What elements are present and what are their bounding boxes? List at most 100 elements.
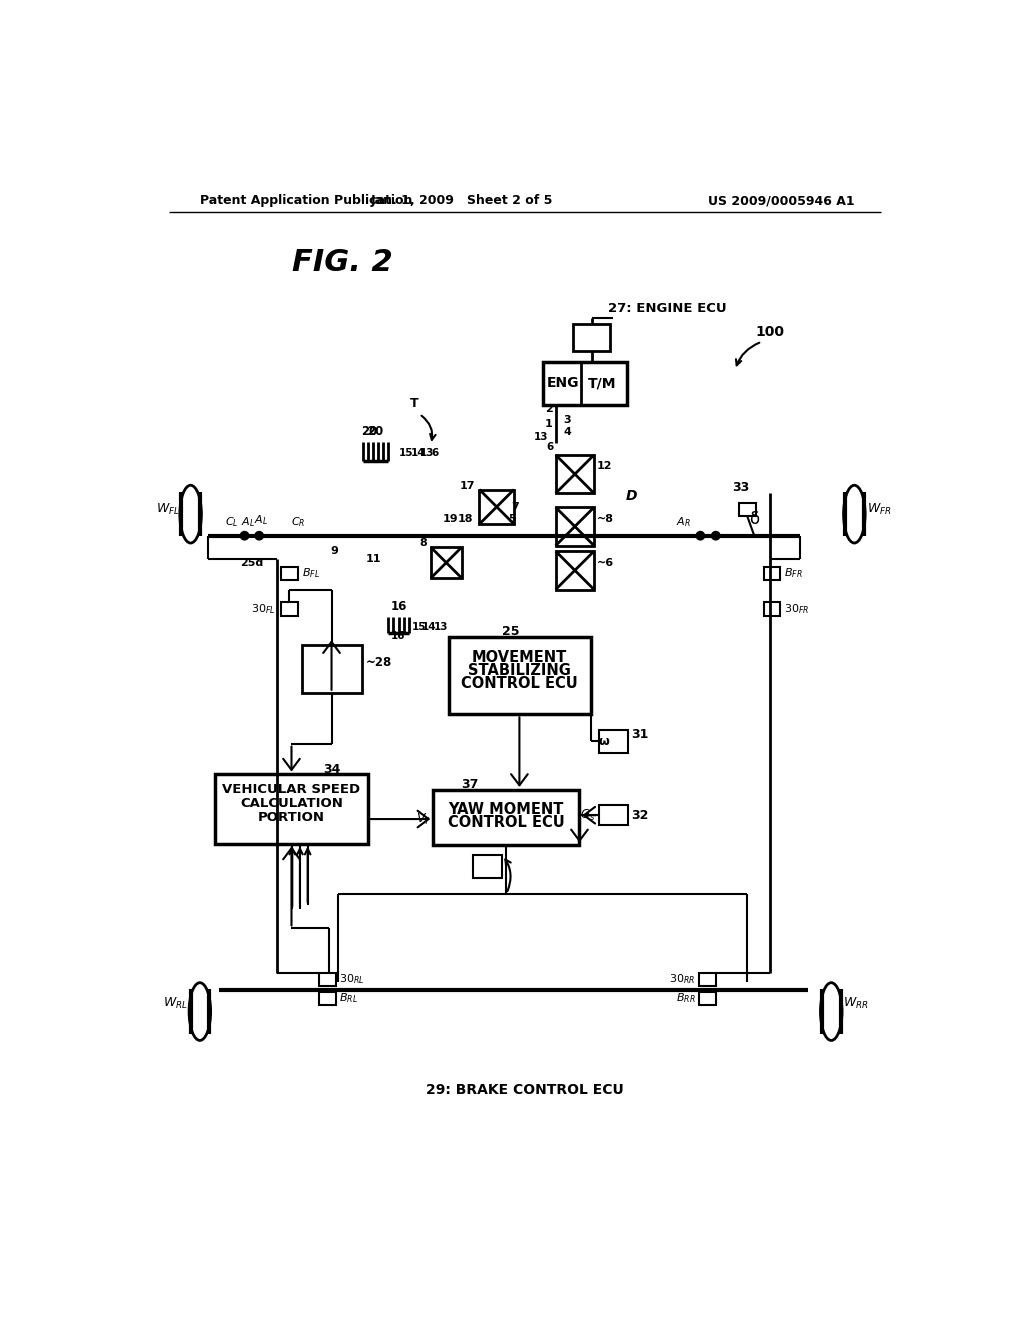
Text: $V_f$: $V_f$ [416, 812, 431, 826]
Text: 34: 34 [323, 763, 340, 776]
Text: 9: 9 [331, 546, 339, 556]
Bar [319, 973, 336, 986]
Text: STABILIZING: STABILIZING [468, 663, 570, 678]
Text: D: D [626, 488, 637, 503]
Bar [764, 602, 780, 615]
Text: PORTION: PORTION [258, 810, 325, 824]
Text: 33: 33 [732, 482, 750, 495]
Text: 15: 15 [399, 449, 414, 458]
Ellipse shape [189, 982, 211, 1040]
Text: YAW MOMENT: YAW MOMENT [449, 801, 564, 817]
Ellipse shape [820, 982, 842, 1040]
Bar [319, 993, 336, 1006]
Text: 12: 12 [597, 462, 612, 471]
Text: T: T [410, 397, 418, 409]
Text: $A_L$: $A_L$ [254, 513, 268, 527]
Bar [764, 566, 780, 581]
Text: 3: 3 [563, 416, 571, 425]
Text: 13: 13 [420, 449, 434, 458]
Text: $W_{FL}$: $W_{FL}$ [156, 502, 179, 517]
Text: CONTROL ECU: CONTROL ECU [447, 814, 564, 830]
Text: 27: ENGINE ECU: 27: ENGINE ECU [608, 302, 727, 315]
Text: 14: 14 [422, 622, 436, 631]
Bar [281, 602, 298, 615]
Text: $A_L$: $A_L$ [241, 515, 255, 529]
Text: CALCULATION: CALCULATION [240, 797, 343, 810]
Text: 25d: 25d [240, 557, 263, 568]
Circle shape [696, 532, 705, 540]
Circle shape [712, 532, 720, 540]
Bar [473, 855, 503, 878]
Bar [599, 730, 628, 752]
Text: 6: 6 [431, 449, 438, 458]
Bar [431, 548, 462, 578]
Bar [573, 323, 610, 351]
Text: $B_{RL}$: $B_{RL}$ [339, 991, 358, 1006]
Bar [543, 363, 628, 405]
Ellipse shape [844, 486, 865, 543]
Text: ~6: ~6 [597, 557, 614, 568]
Text: 20: 20 [368, 425, 384, 438]
Text: CONTROL ECU: CONTROL ECU [461, 676, 578, 692]
Text: 6: 6 [547, 442, 554, 453]
Bar [556, 507, 594, 545]
Text: 2: 2 [545, 404, 553, 414]
Text: FIG. 2: FIG. 2 [292, 248, 393, 277]
Bar [698, 993, 716, 1006]
Text: 5: 5 [508, 513, 515, 524]
Text: $A_R$: $A_R$ [676, 515, 691, 529]
Text: US 2009/0005946 A1: US 2009/0005946 A1 [708, 194, 854, 207]
Bar [739, 503, 756, 516]
Text: 8: 8 [419, 539, 427, 548]
Text: 15: 15 [412, 622, 427, 631]
Text: $W_{RL}$: $W_{RL}$ [163, 997, 187, 1011]
Text: 32: 32 [631, 809, 648, 822]
Text: $30_{RR}$: $30_{RR}$ [670, 973, 695, 986]
Text: ~28: ~28 [366, 656, 391, 669]
Text: 37: 37 [462, 777, 479, 791]
Text: T/M: T/M [588, 376, 616, 391]
Text: $B_{FL}$: $B_{FL}$ [301, 566, 319, 579]
Bar [599, 805, 628, 825]
Text: 17: 17 [459, 480, 475, 491]
Text: 31: 31 [631, 727, 648, 741]
Bar [556, 552, 594, 590]
Text: 25: 25 [502, 626, 519, 639]
Bar [556, 455, 594, 494]
Circle shape [241, 532, 249, 540]
Text: 13: 13 [535, 432, 549, 442]
Text: 19: 19 [442, 513, 458, 524]
Text: $B_{FR}$: $B_{FR}$ [783, 566, 802, 579]
Bar [449, 638, 591, 714]
Text: 13: 13 [433, 622, 449, 631]
Text: 4: 4 [563, 426, 571, 437]
Text: 11: 11 [366, 554, 381, 564]
Text: 7: 7 [512, 502, 519, 512]
Text: δ: δ [750, 510, 760, 528]
Text: 14: 14 [411, 449, 425, 458]
Text: ω: ω [599, 735, 609, 748]
Text: VEHICULAR SPEED: VEHICULAR SPEED [222, 783, 360, 796]
Ellipse shape [180, 486, 202, 543]
Text: Jan. 1, 2009   Sheet 2 of 5: Jan. 1, 2009 Sheet 2 of 5 [371, 194, 553, 207]
Bar [479, 490, 514, 524]
Text: 29: BRAKE CONTROL ECU: 29: BRAKE CONTROL ECU [426, 1084, 624, 1097]
Text: $C_L$: $C_L$ [225, 515, 239, 529]
Text: 20: 20 [361, 425, 378, 438]
Text: 1: 1 [545, 418, 553, 429]
Text: ~8: ~8 [597, 513, 614, 524]
Text: $W_{FR}$: $W_{FR}$ [866, 502, 891, 517]
Text: 16: 16 [390, 601, 407, 612]
Text: $G_s$: $G_s$ [581, 808, 596, 822]
Bar [215, 775, 368, 843]
Text: $C_R$: $C_R$ [291, 515, 305, 529]
Text: $W_{RR}$: $W_{RR}$ [843, 997, 868, 1011]
Text: 100: 100 [756, 325, 784, 339]
Circle shape [255, 532, 263, 540]
Bar [301, 645, 361, 693]
Text: 16: 16 [391, 631, 406, 640]
Text: $30_{FL}$: $30_{FL}$ [251, 602, 275, 615]
Bar [281, 566, 298, 581]
Bar [698, 973, 716, 986]
Text: MOVEMENT: MOVEMENT [472, 649, 567, 665]
